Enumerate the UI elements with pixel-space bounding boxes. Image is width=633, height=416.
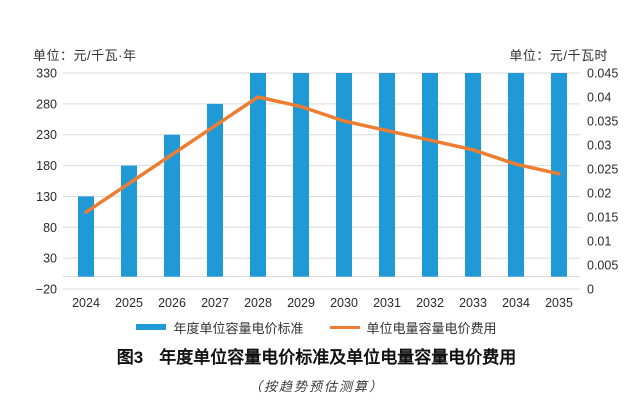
line-series-swatch (329, 325, 360, 329)
x-axis-label-2027: 2027 (201, 296, 229, 310)
chart-legend: 年度单位容量电价标准 单位电量容量电价费用 (0, 318, 633, 336)
right-axis-tick-0.035: 0.035 (587, 115, 618, 129)
right-axis-tick-0.015: 0.015 (587, 211, 618, 225)
legend-label: 年度单位容量电价标准 (173, 320, 304, 336)
bar-series-swatch (136, 324, 167, 330)
right-axis-tick-0: 0 (587, 283, 594, 297)
left-axis-unit-label: 单位：元/千瓦·年 (33, 48, 137, 63)
bar-2026 (164, 134, 180, 277)
legend-item-capacity-price-standard: 年度单位容量电价标准 (136, 318, 304, 337)
right-axis-tick-0.01: 0.01 (587, 235, 611, 249)
bar-2029 (293, 73, 309, 277)
figure-caption: 图3 年度单位容量电价标准及单位电量容量电价费用 (0, 343, 633, 368)
combo-chart-canvas: 330 280 230 180 130 80 30 −20 0.045 0.04 0.035 0.03… (36, 67, 619, 311)
x-axis-label-2031: 2031 (373, 296, 401, 310)
right-axis-tick-0.02: 0.02 (587, 187, 611, 201)
bar-2028 (250, 73, 266, 277)
bar-2034 (508, 73, 524, 277)
left-axis-tick-130: 130 (36, 190, 57, 204)
legend-item-unit-energy-cost: 单位电量容量电价费用 (329, 318, 497, 337)
x-axis-label-2032: 2032 (416, 296, 444, 310)
left-axis-tick--20: −20 (36, 283, 57, 297)
bar-2024 (78, 196, 94, 277)
bar-2030 (336, 73, 352, 277)
figure-number: 图3 (116, 348, 144, 367)
left-axis-tick-330: 330 (36, 67, 57, 81)
trend-line (84, 95, 561, 214)
x-axis-label-2024: 2024 (72, 296, 100, 310)
x-axis-label-2030: 2030 (330, 296, 358, 310)
x-axis-label-2034: 2034 (502, 296, 530, 310)
right-axis-tick-0.03: 0.03 (587, 139, 611, 153)
x-axis-label-2035: 2035 (545, 296, 573, 310)
bar-2033 (465, 73, 481, 277)
figure-footnote: （按趋势预估测算） (248, 379, 384, 394)
left-axis-tick-80: 80 (43, 221, 57, 235)
bar-2025 (121, 165, 137, 277)
right-axis-unit-label: 单位：元/千瓦时 (509, 48, 608, 63)
x-axis-label-2028: 2028 (244, 296, 272, 310)
left-axis-tick-230: 230 (36, 128, 57, 142)
x-axis-label-2025: 2025 (115, 296, 143, 310)
right-axis-tick-0.025: 0.025 (587, 163, 618, 177)
bar-2027 (207, 103, 223, 277)
bar-2032 (422, 73, 438, 277)
left-axis-tick-180: 180 (36, 159, 57, 173)
right-axis-tick-0.005: 0.005 (587, 259, 618, 273)
right-axis-tick-0.04: 0.04 (587, 91, 611, 105)
bar-2031 (379, 73, 395, 277)
left-axis-tick-280: 280 (36, 97, 57, 111)
x-axis-label-2026: 2026 (158, 296, 186, 310)
left-axis-tick-30: 30 (43, 252, 57, 266)
right-axis-tick-0.045: 0.045 (587, 67, 618, 81)
legend-label: 单位电量容量电价费用 (366, 320, 497, 336)
figure-title: 年度单位容量电价标准及单位电量容量电价费用 (159, 348, 517, 367)
x-axis-label-2029: 2029 (287, 296, 315, 310)
x-axis-label-2033: 2033 (459, 296, 487, 310)
